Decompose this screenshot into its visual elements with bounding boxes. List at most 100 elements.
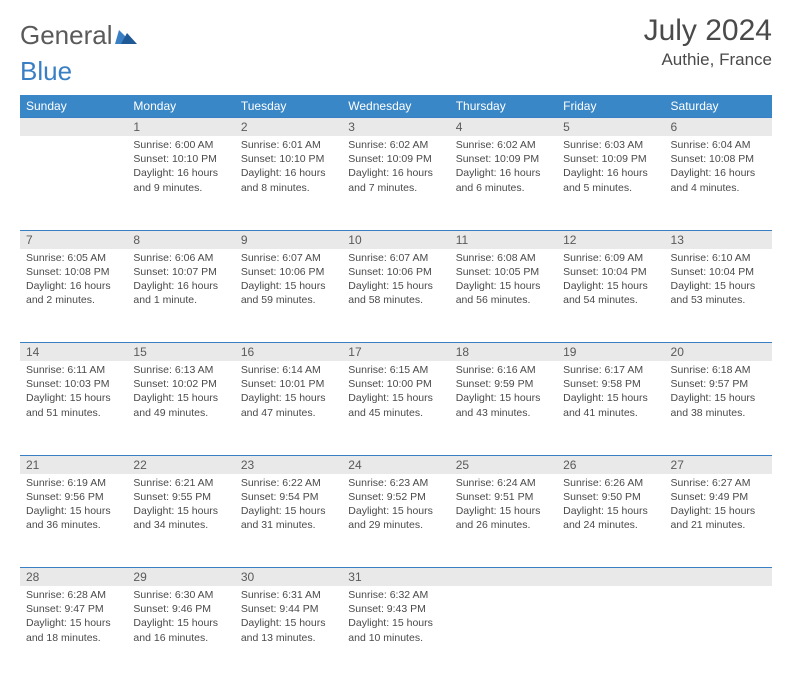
daylight-text: Daylight: 15 hours and 34 minutes. bbox=[133, 504, 228, 532]
weekday-header: Saturday bbox=[665, 95, 772, 118]
daylight-text: Daylight: 15 hours and 10 minutes. bbox=[348, 616, 443, 644]
day-number: 13 bbox=[665, 230, 772, 249]
day-cell: Sunrise: 6:17 AMSunset: 9:58 PMDaylight:… bbox=[557, 361, 664, 455]
sunrise-text: Sunrise: 6:27 AM bbox=[671, 476, 766, 490]
sunrise-text: Sunrise: 6:04 AM bbox=[671, 138, 766, 152]
day-cell: Sunrise: 6:10 AMSunset: 10:04 PMDaylight… bbox=[665, 249, 772, 343]
day-number: 24 bbox=[342, 455, 449, 474]
weekday-header: Tuesday bbox=[235, 95, 342, 118]
weekday-header-row: Sunday Monday Tuesday Wednesday Thursday… bbox=[20, 95, 772, 118]
daynum-row: 21222324252627 bbox=[20, 455, 772, 474]
weekday-header: Friday bbox=[557, 95, 664, 118]
daynum-row: 14151617181920 bbox=[20, 343, 772, 362]
daylight-text: Daylight: 16 hours and 1 minute. bbox=[133, 279, 228, 307]
day-cell bbox=[557, 586, 664, 680]
sunset-text: Sunset: 9:49 PM bbox=[671, 490, 766, 504]
sunrise-text: Sunrise: 6:23 AM bbox=[348, 476, 443, 490]
sunrise-text: Sunrise: 6:03 AM bbox=[563, 138, 658, 152]
daylight-text: Daylight: 16 hours and 7 minutes. bbox=[348, 166, 443, 194]
daylight-text: Daylight: 15 hours and 41 minutes. bbox=[563, 391, 658, 419]
sunrise-text: Sunrise: 6:06 AM bbox=[133, 251, 228, 265]
daylight-text: Daylight: 16 hours and 4 minutes. bbox=[671, 166, 766, 194]
sunset-text: Sunset: 9:56 PM bbox=[26, 490, 121, 504]
daylight-text: Daylight: 15 hours and 54 minutes. bbox=[563, 279, 658, 307]
daylight-text: Daylight: 16 hours and 8 minutes. bbox=[241, 166, 336, 194]
day-number: 14 bbox=[20, 343, 127, 362]
logo-text-general: General bbox=[20, 20, 113, 51]
sunset-text: Sunset: 10:09 PM bbox=[563, 152, 658, 166]
sunset-text: Sunset: 10:01 PM bbox=[241, 377, 336, 391]
day-number: 2 bbox=[235, 118, 342, 137]
day-cell: Sunrise: 6:06 AMSunset: 10:07 PMDaylight… bbox=[127, 249, 234, 343]
sunset-text: Sunset: 10:10 PM bbox=[133, 152, 228, 166]
day-cell: Sunrise: 6:19 AMSunset: 9:56 PMDaylight:… bbox=[20, 474, 127, 568]
sunrise-text: Sunrise: 6:14 AM bbox=[241, 363, 336, 377]
weekday-header: Sunday bbox=[20, 95, 127, 118]
sunrise-text: Sunrise: 6:02 AM bbox=[456, 138, 551, 152]
daylight-text: Daylight: 15 hours and 45 minutes. bbox=[348, 391, 443, 419]
day-cell: Sunrise: 6:11 AMSunset: 10:03 PMDaylight… bbox=[20, 361, 127, 455]
day-cell: Sunrise: 6:28 AMSunset: 9:47 PMDaylight:… bbox=[20, 586, 127, 680]
day-cell: Sunrise: 6:13 AMSunset: 10:02 PMDaylight… bbox=[127, 361, 234, 455]
day-number: 17 bbox=[342, 343, 449, 362]
sunset-text: Sunset: 9:58 PM bbox=[563, 377, 658, 391]
day-cell bbox=[665, 586, 772, 680]
daylight-text: Daylight: 15 hours and 43 minutes. bbox=[456, 391, 551, 419]
content-row: Sunrise: 6:11 AMSunset: 10:03 PMDaylight… bbox=[20, 361, 772, 455]
day-number: 11 bbox=[450, 230, 557, 249]
sunrise-text: Sunrise: 6:19 AM bbox=[26, 476, 121, 490]
daylight-text: Daylight: 15 hours and 47 minutes. bbox=[241, 391, 336, 419]
sunset-text: Sunset: 9:50 PM bbox=[563, 490, 658, 504]
day-cell bbox=[450, 586, 557, 680]
day-cell bbox=[20, 136, 127, 230]
daylight-text: Daylight: 15 hours and 24 minutes. bbox=[563, 504, 658, 532]
day-number: 20 bbox=[665, 343, 772, 362]
daylight-text: Daylight: 15 hours and 59 minutes. bbox=[241, 279, 336, 307]
sunrise-text: Sunrise: 6:08 AM bbox=[456, 251, 551, 265]
sunset-text: Sunset: 10:09 PM bbox=[348, 152, 443, 166]
daylight-text: Daylight: 15 hours and 13 minutes. bbox=[241, 616, 336, 644]
weekday-header: Monday bbox=[127, 95, 234, 118]
content-row: Sunrise: 6:05 AMSunset: 10:08 PMDaylight… bbox=[20, 249, 772, 343]
day-number: 23 bbox=[235, 455, 342, 474]
sunrise-text: Sunrise: 6:07 AM bbox=[348, 251, 443, 265]
sunset-text: Sunset: 9:52 PM bbox=[348, 490, 443, 504]
sunrise-text: Sunrise: 6:02 AM bbox=[348, 138, 443, 152]
sunrise-text: Sunrise: 6:00 AM bbox=[133, 138, 228, 152]
logo: General bbox=[20, 20, 137, 51]
day-cell: Sunrise: 6:07 AMSunset: 10:06 PMDaylight… bbox=[342, 249, 449, 343]
sunset-text: Sunset: 9:51 PM bbox=[456, 490, 551, 504]
sunrise-text: Sunrise: 6:21 AM bbox=[133, 476, 228, 490]
day-cell: Sunrise: 6:00 AMSunset: 10:10 PMDaylight… bbox=[127, 136, 234, 230]
day-cell: Sunrise: 6:27 AMSunset: 9:49 PMDaylight:… bbox=[665, 474, 772, 568]
sunrise-text: Sunrise: 6:30 AM bbox=[133, 588, 228, 602]
weekday-header: Wednesday bbox=[342, 95, 449, 118]
day-cell: Sunrise: 6:26 AMSunset: 9:50 PMDaylight:… bbox=[557, 474, 664, 568]
sunset-text: Sunset: 10:06 PM bbox=[241, 265, 336, 279]
day-cell: Sunrise: 6:31 AMSunset: 9:44 PMDaylight:… bbox=[235, 586, 342, 680]
day-number: 10 bbox=[342, 230, 449, 249]
day-number: 1 bbox=[127, 118, 234, 137]
location: Authie, France bbox=[644, 50, 772, 70]
daylight-text: Daylight: 15 hours and 36 minutes. bbox=[26, 504, 121, 532]
daylight-text: Daylight: 15 hours and 16 minutes. bbox=[133, 616, 228, 644]
day-number: 8 bbox=[127, 230, 234, 249]
day-number bbox=[20, 118, 127, 137]
sunrise-text: Sunrise: 6:28 AM bbox=[26, 588, 121, 602]
sunrise-text: Sunrise: 6:31 AM bbox=[241, 588, 336, 602]
sunrise-text: Sunrise: 6:17 AM bbox=[563, 363, 658, 377]
sunset-text: Sunset: 10:04 PM bbox=[563, 265, 658, 279]
day-number: 27 bbox=[665, 455, 772, 474]
day-cell: Sunrise: 6:23 AMSunset: 9:52 PMDaylight:… bbox=[342, 474, 449, 568]
sunset-text: Sunset: 10:02 PM bbox=[133, 377, 228, 391]
sunrise-text: Sunrise: 6:24 AM bbox=[456, 476, 551, 490]
daylight-text: Daylight: 16 hours and 2 minutes. bbox=[26, 279, 121, 307]
sunset-text: Sunset: 10:07 PM bbox=[133, 265, 228, 279]
sunset-text: Sunset: 9:44 PM bbox=[241, 602, 336, 616]
day-number: 22 bbox=[127, 455, 234, 474]
day-cell: Sunrise: 6:24 AMSunset: 9:51 PMDaylight:… bbox=[450, 474, 557, 568]
sunset-text: Sunset: 10:08 PM bbox=[671, 152, 766, 166]
daynum-row: 28293031 bbox=[20, 568, 772, 587]
sunrise-text: Sunrise: 6:32 AM bbox=[348, 588, 443, 602]
daylight-text: Daylight: 15 hours and 58 minutes. bbox=[348, 279, 443, 307]
